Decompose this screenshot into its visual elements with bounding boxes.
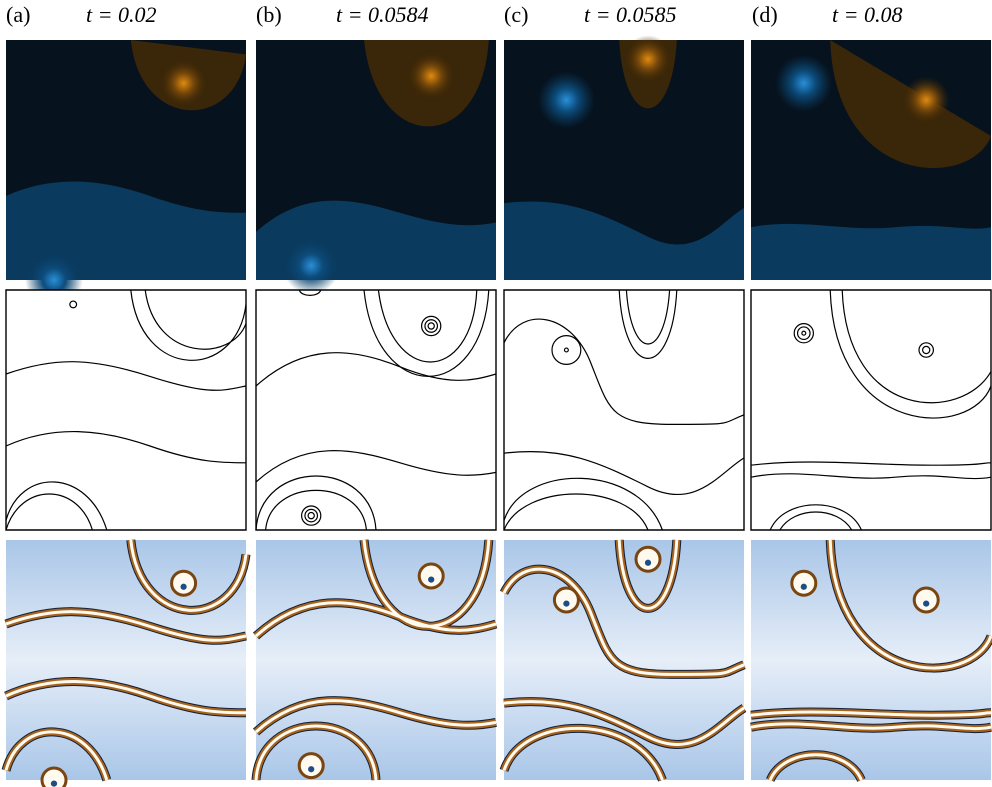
band-panel: [256, 540, 496, 780]
field-panel: [256, 40, 496, 294]
vortex: [902, 76, 950, 124]
background: [751, 540, 991, 780]
vortex: [160, 59, 208, 107]
vortex-ring: [299, 754, 323, 778]
contour-panel: [504, 290, 744, 530]
contour-panel: [751, 290, 991, 530]
vortex: [624, 35, 672, 83]
vortex: [407, 52, 455, 100]
background: [6, 540, 246, 780]
vortex-core: [645, 560, 651, 566]
contour-panel: [256, 290, 496, 530]
vortex: [775, 54, 833, 112]
vortex-ring: [636, 547, 660, 571]
vortex-core: [51, 780, 57, 786]
vortex-core: [563, 600, 569, 606]
frame: [751, 290, 991, 530]
band-panel: [504, 540, 744, 780]
figure: (a)t = 0.02 (b)t = 0.0584 (c)t = 0.0585 …: [0, 0, 992, 787]
frame: [256, 290, 496, 530]
field-panel: [504, 35, 744, 280]
vortex-ring: [172, 571, 196, 595]
band-panel: [751, 540, 991, 780]
vortex-core: [180, 584, 186, 590]
frame: [6, 290, 246, 530]
band-panel: [6, 540, 246, 787]
panels: [0, 0, 992, 787]
contour-panel: [6, 290, 246, 530]
vortex-core: [428, 576, 434, 582]
field-panel: [751, 40, 991, 280]
vortex-core: [308, 766, 314, 772]
vortex: [282, 237, 340, 295]
field-panel: [6, 40, 246, 309]
vortex-ring: [419, 564, 443, 588]
vortex-ring: [914, 588, 938, 612]
vortex-core: [801, 584, 807, 590]
negative-region: [751, 224, 991, 280]
vortex-ring: [554, 588, 578, 612]
vortex-core: [923, 600, 929, 606]
vortex: [538, 71, 596, 129]
vortex-ring: [792, 571, 816, 595]
